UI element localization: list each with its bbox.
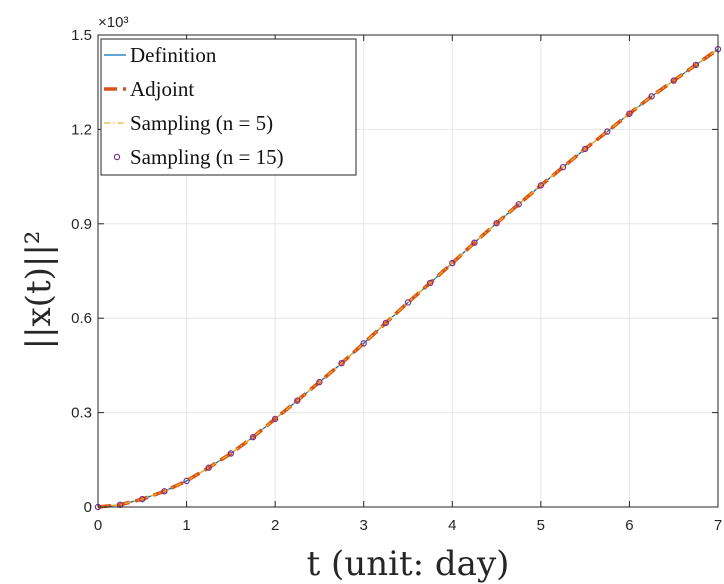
plot-frame: [97, 34, 719, 508]
tick-labels: 0 1 2 3 4 5 6 7 0 0.3 0.6 0.9 1.2 1.5: [71, 27, 722, 534]
x-tick-label: 2: [271, 517, 279, 534]
data-point: [648, 93, 655, 100]
x-tick-label: 7: [714, 517, 722, 534]
data-point: [360, 340, 367, 347]
data-point: [161, 488, 168, 495]
y-tick-label: 1.2: [71, 121, 92, 138]
data-point: [581, 145, 589, 153]
data-point: [271, 415, 279, 423]
data-point: [316, 378, 323, 386]
y-exponent-label: ×10³: [98, 14, 128, 31]
y-axis-label: ||x(t)||²: [19, 231, 59, 350]
data-point: [692, 61, 700, 69]
legend-label: Sampling (n = 5): [130, 111, 273, 135]
x-tick-label: 4: [448, 517, 456, 534]
legend-label: Definition: [130, 43, 217, 67]
y-tick-label: 0.3: [71, 405, 92, 422]
data-point: [670, 77, 677, 84]
data-point: [205, 464, 212, 471]
series-3: [97, 48, 719, 508]
series-layer: [94, 45, 722, 511]
series-line: [97, 48, 719, 508]
data-point: [471, 239, 478, 246]
data-point: [227, 450, 235, 457]
legend-item: Sampling (n = 15): [113, 145, 284, 169]
y-tick-label: 0: [84, 499, 92, 516]
legend-label: Adjoint: [130, 77, 194, 101]
data-point: [626, 110, 633, 117]
data-point: [183, 477, 190, 485]
legend-box: [100, 38, 357, 176]
data-point: [338, 359, 345, 367]
data-point: [382, 319, 390, 327]
data-point: [559, 163, 567, 171]
x-tick-label: 3: [360, 517, 368, 534]
data-point: [449, 259, 456, 267]
data-point: [404, 299, 412, 306]
legend: Definition Adjoint Sampling (n = 5) Samplin…: [100, 38, 357, 176]
y-tick-label: 0.6: [71, 310, 92, 327]
legend-item: Adjoint: [104, 77, 194, 101]
legend-item: Definition: [104, 43, 217, 67]
legend-swatch: [113, 153, 121, 161]
legend-label: Sampling (n = 15): [130, 145, 284, 169]
data-point: [515, 201, 522, 208]
data-point: [604, 128, 611, 135]
data-point: [294, 397, 301, 404]
data-point: [426, 279, 434, 287]
x-tick-label: 5: [537, 517, 545, 534]
y-tick-label: 0.9: [71, 216, 92, 233]
legend-item: Sampling (n = 5): [104, 111, 273, 135]
data-point: [493, 219, 500, 227]
y-tick-label: 1.5: [71, 27, 92, 44]
series-4: [94, 45, 722, 511]
x-axis-label: t (unit: day): [307, 544, 510, 584]
x-tick-label: 1: [182, 517, 190, 534]
data-point: [249, 433, 257, 441]
data-point: [537, 182, 545, 189]
data-point: [139, 495, 146, 503]
x-tick-label: 0: [94, 517, 102, 534]
x-tick-label: 6: [625, 517, 633, 534]
